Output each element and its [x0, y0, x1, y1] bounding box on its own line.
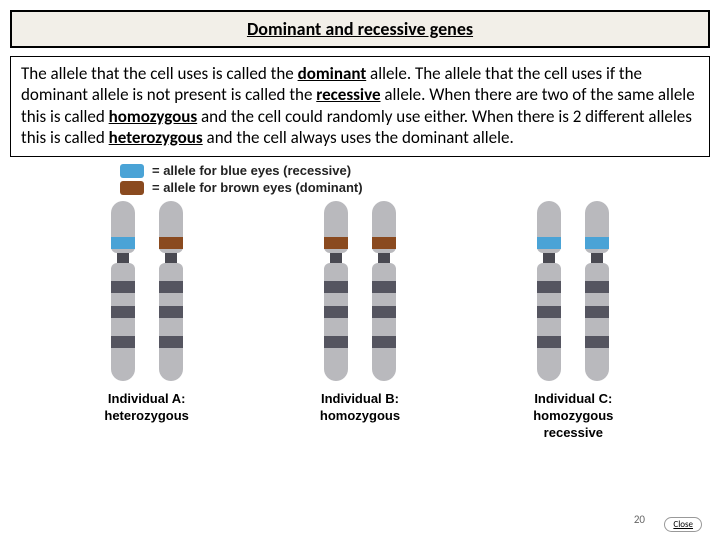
chromosome: [582, 201, 612, 381]
blue-allele-band: [585, 237, 609, 249]
term-heterozygous: heterozygous: [109, 127, 203, 148]
body-seg: The allele that the cell uses is called …: [21, 63, 298, 84]
page-number: 20: [634, 513, 645, 526]
diagram: = allele for blue eyes (recessive) = all…: [10, 163, 710, 442]
body-seg: and the cell always uses the dominant al…: [203, 127, 514, 148]
legend: = allele for blue eyes (recessive) = all…: [120, 163, 710, 195]
individual-2: Individual C:homozygousrecessive: [478, 201, 668, 442]
individual-0: Individual A:heterozygous: [52, 201, 242, 425]
term-recessive: recessive: [316, 84, 380, 105]
blue-allele-band: [537, 237, 561, 249]
legend-row-brown: = allele for brown eyes (dominant): [120, 180, 710, 195]
blue-swatch: [120, 164, 144, 178]
close-button[interactable]: Close: [664, 517, 702, 532]
chromosome: [156, 201, 186, 381]
legend-brown-text: = allele for brown eyes (dominant): [152, 180, 363, 195]
blue-allele-band: [111, 237, 135, 249]
individual-label: Individual A:heterozygous: [52, 391, 242, 425]
chromosome-pair: [52, 201, 242, 381]
individual-1: Individual B:homozygous: [265, 201, 455, 425]
title-box: Dominant and recessive genes: [10, 10, 710, 48]
slide-title: Dominant and recessive genes: [247, 18, 473, 40]
term-homozygous: homozygous: [109, 106, 198, 127]
individual-label: Individual C:homozygousrecessive: [478, 391, 668, 442]
term-dominant: dominant: [298, 63, 367, 84]
legend-blue-text: = allele for blue eyes (recessive): [152, 163, 351, 178]
brown-allele-band: [372, 237, 396, 249]
individual-label: Individual B:homozygous: [265, 391, 455, 425]
chromosome: [321, 201, 351, 381]
chromosome: [108, 201, 138, 381]
brown-swatch: [120, 181, 144, 195]
brown-allele-band: [159, 237, 183, 249]
chromosome-pair: [478, 201, 668, 381]
brown-allele-band: [324, 237, 348, 249]
chromosome: [534, 201, 564, 381]
chromosome-row: Individual A:heterozygous Individual B:ho…: [10, 201, 710, 442]
chromosome-pair: [265, 201, 455, 381]
body-text: The allele that the cell uses is called …: [10, 56, 710, 157]
legend-row-blue: = allele for blue eyes (recessive): [120, 163, 710, 178]
chromosome: [369, 201, 399, 381]
